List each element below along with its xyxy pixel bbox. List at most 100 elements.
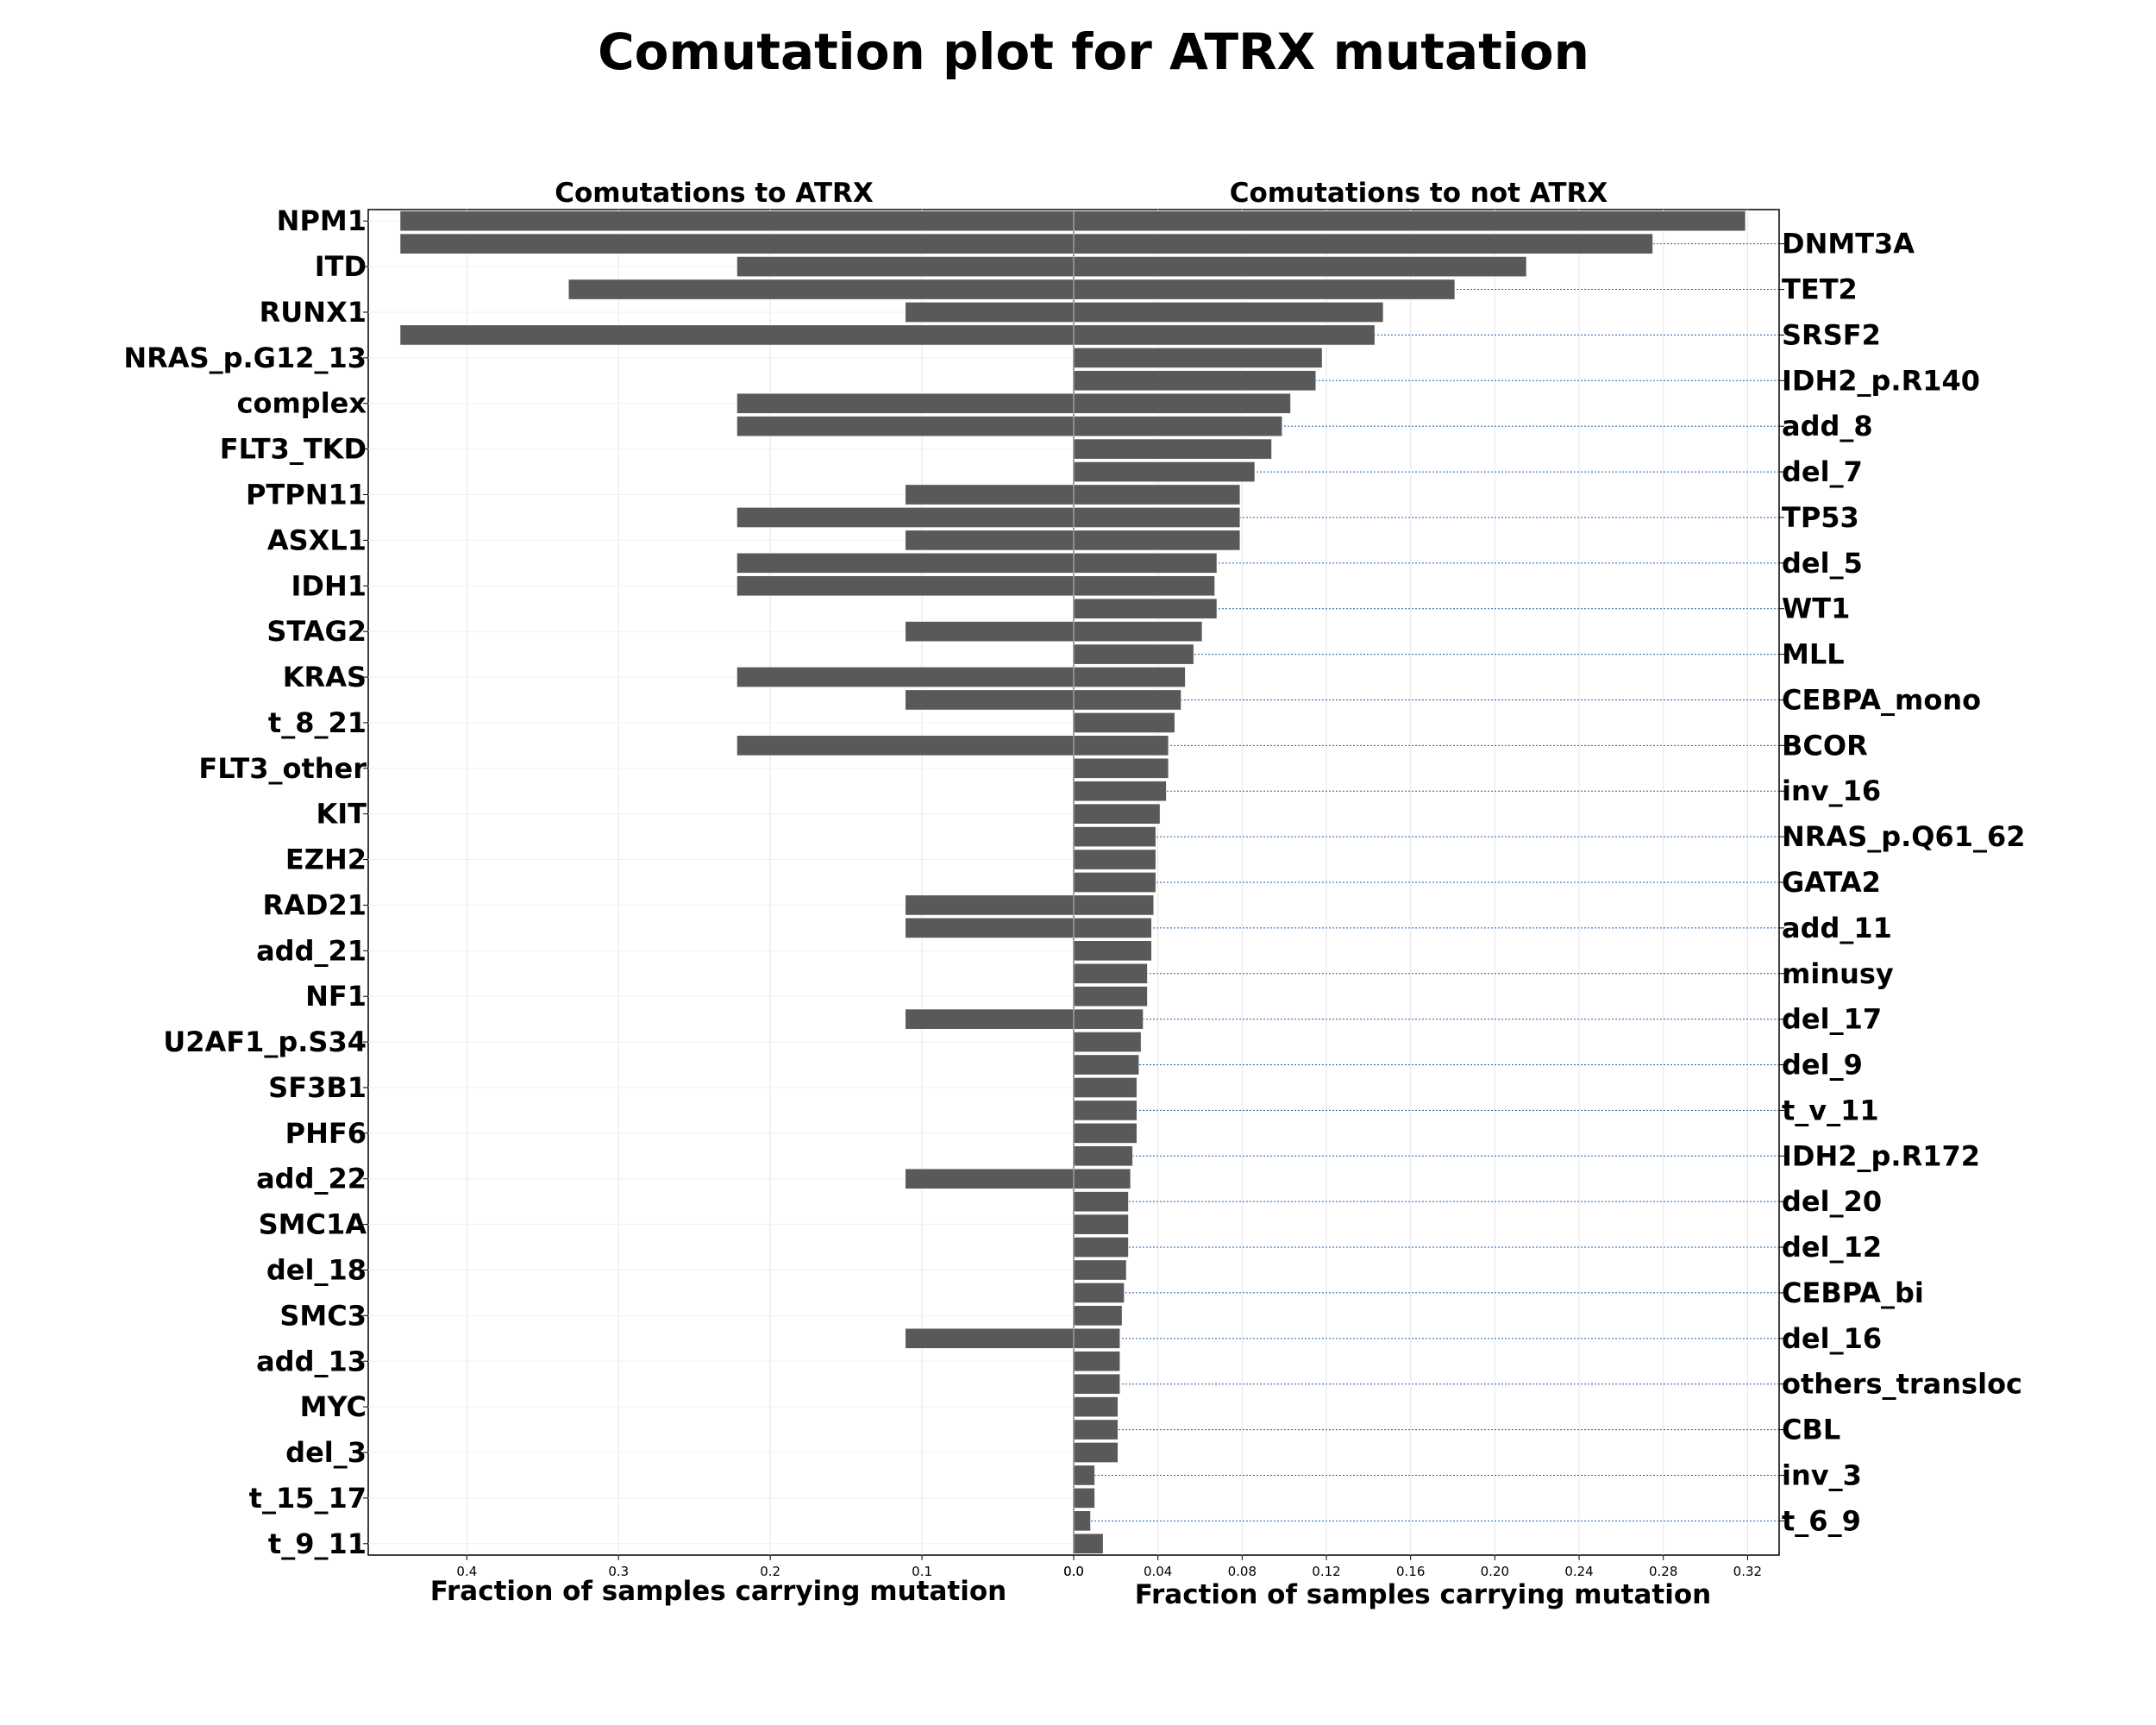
left-category-label: SF3B1 — [268, 1071, 367, 1104]
left-category-label: FLT3_other — [198, 752, 367, 785]
right-category-label: BCOR — [1782, 729, 1868, 762]
right-xtick-label: 0.32 — [1733, 1564, 1762, 1579]
right-category-label: IDH2_p.R140 — [1782, 364, 1980, 397]
left-category-label: RUNX1 — [260, 296, 367, 329]
left-xtick-label: 0.2 — [760, 1564, 780, 1579]
left-panel-xlabel: Fraction of samples carrying mutation — [430, 1576, 1006, 1607]
left-category-label: ASXL1 — [267, 524, 367, 556]
right-bar — [1073, 940, 1152, 962]
right-bar — [1073, 1533, 1104, 1554]
right-xtick-label: 0.12 — [1312, 1564, 1340, 1579]
right-category-label: others_transloc — [1782, 1368, 2022, 1401]
left-bar — [736, 575, 1075, 597]
right-bar — [1073, 894, 1155, 916]
left-bar — [905, 484, 1075, 505]
left-bar — [905, 530, 1075, 551]
right-bar — [1073, 598, 1218, 619]
right-bar — [1073, 1008, 1144, 1030]
left-bar — [736, 552, 1075, 574]
left-category-label: SMC3 — [279, 1299, 367, 1332]
chart-title: Comutation plot for ATRX mutation — [598, 22, 1589, 81]
right-category-label: MLL — [1782, 638, 1845, 671]
right-category-label: TET2 — [1782, 273, 1858, 306]
right-category-label: TP53 — [1782, 501, 1859, 534]
left-category-label: PHF6 — [285, 1117, 367, 1150]
right-bar — [1073, 1351, 1121, 1372]
right-bar — [1073, 643, 1194, 665]
right-panel-xlabel: Fraction of samples carrying mutation — [1135, 1579, 1711, 1610]
left-bar — [905, 302, 1075, 323]
left-category-label: add_21 — [256, 934, 367, 967]
left-bar — [905, 1327, 1075, 1349]
right-bar — [1073, 302, 1384, 323]
left-bar — [736, 667, 1075, 687]
right-bar — [1073, 552, 1218, 574]
left-category-label: RAD21 — [263, 888, 367, 921]
right-bar — [1073, 279, 1456, 300]
right-category-label: del_16 — [1782, 1322, 1882, 1355]
right-bar — [1073, 1077, 1138, 1098]
right-panel-title: Comutations to not ATRX — [1230, 178, 1608, 209]
right-category-label: del_5 — [1782, 547, 1863, 580]
left-category-label: FLT3_TKD — [220, 433, 367, 466]
right-bar — [1073, 757, 1169, 779]
right-category-label: DNMT3A — [1782, 228, 1915, 260]
right-bar — [1073, 347, 1323, 368]
right-bar — [1073, 1487, 1095, 1509]
right-bar — [1073, 826, 1156, 848]
right-bar — [1073, 667, 1186, 687]
right-category-label: CEBPA_mono — [1782, 683, 1981, 716]
right-bar — [1073, 438, 1272, 460]
right-bar — [1073, 507, 1241, 528]
left-category-label: STAG2 — [266, 615, 367, 648]
right-bar — [1073, 1373, 1121, 1395]
right-bar — [1073, 872, 1156, 893]
right-category-label: t_6_9 — [1782, 1504, 1861, 1537]
right-bar — [1073, 370, 1317, 392]
left-panel: Comutations to ATRX Fraction of samples … — [123, 178, 1084, 1607]
right-category-label: IDH2_p.R172 — [1782, 1139, 1980, 1172]
right-category-label: del_7 — [1782, 455, 1863, 488]
right-category-label: del_9 — [1782, 1049, 1863, 1082]
left-category-label: KRAS — [283, 661, 367, 693]
right-bar — [1073, 233, 1653, 254]
right-bar — [1073, 917, 1152, 938]
left-category-label: PTPN11 — [246, 479, 367, 511]
left-category-label: add_22 — [256, 1163, 367, 1195]
left-category-label: t_8_21 — [268, 706, 367, 739]
left-bar — [567, 279, 1075, 300]
right-bar — [1073, 712, 1175, 733]
left-bar — [736, 507, 1075, 528]
right-category-label: del_17 — [1782, 1003, 1882, 1036]
right-bar — [1073, 210, 1746, 232]
left-category-label: U2AF1_p.S34 — [163, 1026, 367, 1058]
left-bar — [399, 233, 1075, 254]
left-bar — [736, 735, 1075, 756]
left-category-label: del_3 — [285, 1436, 367, 1469]
right-category-label: add_11 — [1782, 912, 1892, 944]
right-category-label: add_8 — [1782, 410, 1873, 442]
right-bar — [1073, 621, 1203, 643]
left-bar — [905, 894, 1075, 916]
right-bar — [1073, 1237, 1129, 1258]
left-bar — [736, 256, 1075, 278]
right-bar — [1073, 1327, 1121, 1349]
right-bar — [1073, 575, 1215, 597]
right-xtick-label: 0.28 — [1649, 1564, 1677, 1579]
right-bar — [1073, 1396, 1119, 1418]
left-category-label: t_15_17 — [249, 1482, 367, 1515]
right-panel: Comutations to not ATRX Fraction of samp… — [1063, 178, 2025, 1610]
right-bar — [1073, 986, 1148, 1007]
left-category-label: KIT — [316, 798, 367, 831]
right-bar — [1073, 1100, 1138, 1121]
right-bar — [1073, 1442, 1119, 1463]
left-bar — [905, 689, 1075, 711]
right-category-label: t_v_11 — [1782, 1094, 1879, 1126]
right-category-label: NRAS_p.Q61_62 — [1782, 820, 2026, 853]
right-category-label: inv_3 — [1782, 1458, 1862, 1491]
left-xtick-label: 0.1 — [912, 1564, 932, 1579]
right-bar — [1073, 256, 1527, 278]
left-category-label: del_18 — [266, 1253, 367, 1286]
right-category-label: del_20 — [1782, 1185, 1882, 1218]
right-bar — [1073, 1510, 1091, 1532]
